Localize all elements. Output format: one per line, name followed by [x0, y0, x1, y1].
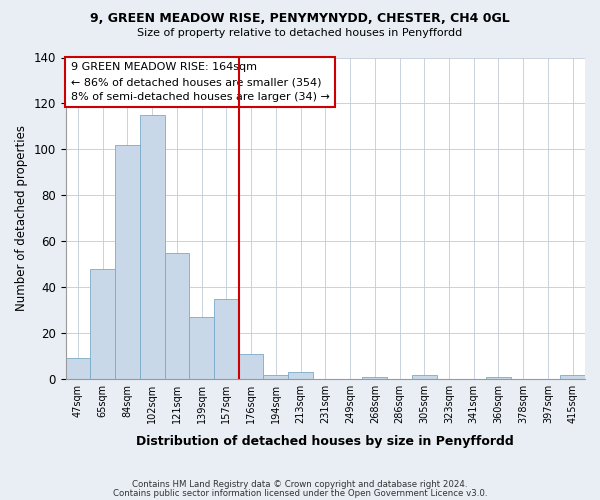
- Bar: [190, 317, 214, 379]
- Bar: [214, 298, 239, 379]
- X-axis label: Distribution of detached houses by size in Penyffordd: Distribution of detached houses by size …: [136, 434, 514, 448]
- Bar: [65, 358, 91, 379]
- Bar: [486, 377, 511, 379]
- Text: 9 GREEN MEADOW RISE: 164sqm
← 86% of detached houses are smaller (354)
8% of sem: 9 GREEN MEADOW RISE: 164sqm ← 86% of det…: [71, 62, 330, 102]
- Bar: [263, 374, 288, 379]
- Bar: [412, 374, 437, 379]
- Text: Contains public sector information licensed under the Open Government Licence v3: Contains public sector information licen…: [113, 488, 487, 498]
- Bar: [91, 269, 115, 379]
- Text: 9, GREEN MEADOW RISE, PENYMYNYDD, CHESTER, CH4 0GL: 9, GREEN MEADOW RISE, PENYMYNYDD, CHESTE…: [90, 12, 510, 26]
- Bar: [560, 374, 585, 379]
- Bar: [362, 377, 387, 379]
- Bar: [164, 253, 190, 379]
- Y-axis label: Number of detached properties: Number of detached properties: [15, 126, 28, 312]
- Bar: [140, 115, 164, 379]
- Text: Contains HM Land Registry data © Crown copyright and database right 2024.: Contains HM Land Registry data © Crown c…: [132, 480, 468, 489]
- Bar: [115, 145, 140, 379]
- Text: Size of property relative to detached houses in Penyffordd: Size of property relative to detached ho…: [137, 28, 463, 38]
- Bar: [239, 354, 263, 379]
- Bar: [288, 372, 313, 379]
